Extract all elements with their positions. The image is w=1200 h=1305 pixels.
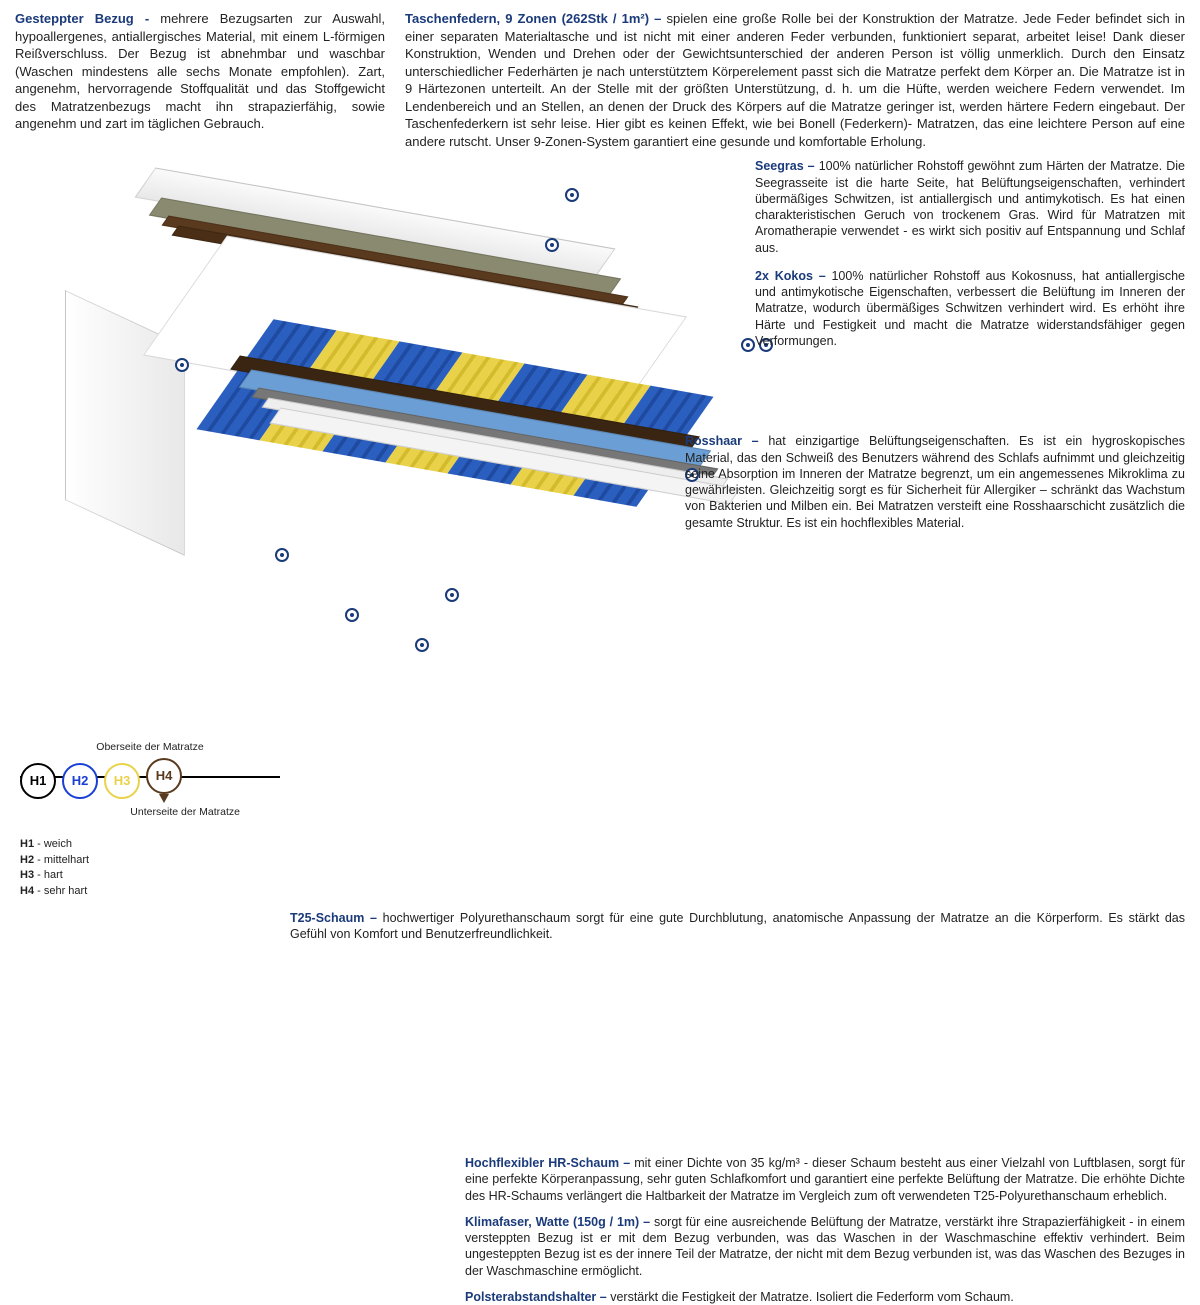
hrfoam-title: Hochflexibler HR-Schaum – xyxy=(465,1156,634,1170)
t25-text: hochwertiger Polyurethanschaum sorgt für… xyxy=(290,911,1185,941)
callout-polster: Polsterabstandshalter – verstärkt die Fe… xyxy=(465,1289,1185,1305)
callout-hrfoam: Hochflexibler HR-Schaum – mit einer Dich… xyxy=(465,1155,1185,1204)
hardness-circles: H1 H2 H3 H4 xyxy=(20,758,280,803)
hardness-h1: H1 xyxy=(20,763,56,799)
hardness-bottom-label: Unterseite der Matratze xyxy=(20,805,280,819)
rosshaar-text: hat einzigartige Belüftungseigenschaften… xyxy=(685,434,1185,529)
callout-seegras: Seegras – 100% natürlicher Rohstoff gewö… xyxy=(755,158,1185,256)
kokos-title: 2x Kokos – xyxy=(755,269,831,283)
federn-title: Taschenfedern, 9 Zonen (262Stk / 1m²) – xyxy=(405,11,666,26)
federn-text: spielen eine große Rolle bei der Konstru… xyxy=(405,11,1185,149)
t25-title: T25-Schaum – xyxy=(290,911,383,925)
hardness-legend: Oberseite der Matratze H1 H2 H3 H4 Unter… xyxy=(20,740,280,899)
legend-h2: H2 - mittelhart xyxy=(20,853,280,868)
bezug-text: mehrere Bezugsarten zur Auswahl, hypoall… xyxy=(15,11,385,131)
marker-federn xyxy=(565,188,579,202)
mattress-layers xyxy=(65,318,705,558)
bezug-section: Gesteppter Bezug - mehrere Bezugsarten z… xyxy=(15,10,385,150)
marker-polster xyxy=(275,548,289,562)
callout-rosshaar: Rosshaar – hat einzigartige Belüftungsei… xyxy=(685,433,1185,531)
polster-text: verstärkt die Festigkeit der Matratze. I… xyxy=(610,1290,1014,1304)
hardness-pin xyxy=(159,794,169,803)
marker-klima xyxy=(345,608,359,622)
federn-section: Taschenfedern, 9 Zonen (262Stk / 1m²) – … xyxy=(405,10,1185,150)
hardness-h2: H2 xyxy=(62,763,98,799)
rosshaar-title: Rosshaar – xyxy=(685,434,768,448)
hardness-top-label: Oberseite der Matratze xyxy=(20,740,280,754)
marker-hrfoam xyxy=(445,588,459,602)
hardness-text-legend: H1 - weich H2 - mittelhart H3 - hart H4 … xyxy=(20,837,280,899)
mid-callouts: Rosshaar – hat einzigartige Belüftungsei… xyxy=(685,433,1185,531)
callout-klima: Klimafaser, Watte (150g / 1m) – sorgt fü… xyxy=(465,1214,1185,1279)
callout-kokos: 2x Kokos – 100% natürlicher Rohstoff aus… xyxy=(755,268,1185,349)
klima-title: Klimafaser, Watte (150g / 1m) – xyxy=(465,1215,654,1229)
top-text-row: Gesteppter Bezug - mehrere Bezugsarten z… xyxy=(15,10,1185,150)
hardness-h4: H4 xyxy=(146,758,182,794)
mattress-diagram xyxy=(25,168,745,618)
bezug-title: Gesteppter Bezug - xyxy=(15,11,160,26)
right-callouts: Seegras – 100% natürlicher Rohstoff gewö… xyxy=(755,158,1185,349)
legend-h3: H3 - hart xyxy=(20,868,280,883)
marker-t25 xyxy=(415,638,429,652)
wide-callouts-2: T25-Schaum – hochwertiger Polyurethansch… xyxy=(0,910,1185,943)
hardness-h3: H3 xyxy=(104,763,140,799)
diagram-area: Seegras – 100% natürlicher Rohstoff gewö… xyxy=(15,158,1185,648)
seegras-text: 100% natürlicher Rohstoff gewöhnt zum Hä… xyxy=(755,159,1185,254)
seegras-title: Seegras – xyxy=(755,159,819,173)
legend-h1: H1 - weich xyxy=(20,837,280,852)
marker-kokos-1 xyxy=(741,338,755,352)
legend-h4: H4 - sehr hart xyxy=(20,884,280,899)
wide-callouts-1: Hochflexibler HR-Schaum – mit einer Dich… xyxy=(0,1155,1185,1305)
polster-title: Polsterabstandshalter – xyxy=(465,1290,610,1304)
callout-t25: T25-Schaum – hochwertiger Polyurethansch… xyxy=(290,910,1185,943)
